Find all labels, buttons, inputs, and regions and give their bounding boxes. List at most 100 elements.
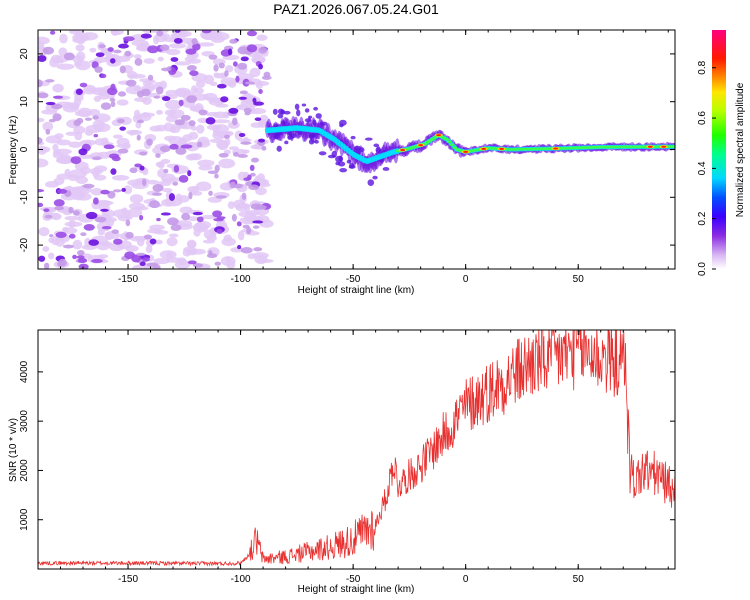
noise-blob [134, 58, 143, 66]
noise-blob [51, 103, 63, 110]
noise-blob [237, 245, 242, 250]
noise-blob [38, 117, 45, 123]
noise-blob [232, 61, 238, 67]
signal-blob [304, 118, 312, 123]
noise-blob [48, 252, 55, 260]
signal-peak [553, 147, 559, 150]
noise-blob [127, 207, 143, 218]
signal-blob [358, 147, 365, 153]
snr-y-tick-label: 4000 [19, 360, 30, 383]
noise-blob [143, 58, 155, 64]
noise-blob [223, 134, 230, 139]
noise-blob [75, 88, 83, 95]
noise-blob [124, 251, 136, 260]
noise-blob [179, 206, 193, 214]
noise-blob [178, 175, 189, 183]
noise-blob [249, 164, 255, 171]
noise-blob [67, 174, 79, 182]
noise-blob [111, 229, 119, 234]
noise-blob [127, 73, 146, 79]
noise-blob [170, 57, 179, 62]
noise-blob [227, 201, 235, 210]
noise-blob [174, 30, 181, 33]
noise-blob [155, 86, 164, 95]
noise-blob [169, 143, 179, 150]
noise-blob [155, 161, 164, 168]
noise-blob [149, 125, 162, 132]
noise-blob [195, 80, 206, 88]
colorbar-tick-label: 0.4 [697, 161, 708, 175]
noise-blob [238, 132, 246, 137]
snr-panel: -150 -100 -50 0 50 1000 2000 3000 4000 Height of… [8, 329, 676, 595]
snr-x-tick-label: 0 [463, 574, 469, 585]
noise-blob [73, 61, 82, 67]
noise-blob [216, 83, 227, 89]
noise-blob [166, 251, 173, 260]
noise-blob [177, 257, 186, 263]
noise-blob [186, 95, 198, 104]
noise-blob [83, 224, 95, 231]
signal-blob [313, 106, 319, 111]
noise-blob [161, 187, 173, 193]
noise-blob [42, 246, 50, 252]
noise-blob [147, 74, 154, 81]
noise-blob [145, 244, 153, 254]
noise-blob [213, 64, 219, 72]
noise-blob [102, 213, 111, 218]
noise-blob [261, 145, 267, 151]
noise-blob [55, 231, 67, 238]
signal-peak [661, 145, 667, 148]
noise-blob [38, 79, 43, 88]
snr-x-tick-label: -100 [231, 574, 251, 585]
noise-blob [51, 213, 62, 221]
noise-blob [240, 56, 249, 62]
noise-blob [73, 125, 86, 135]
noise-blob [123, 36, 135, 42]
noise-blob [88, 239, 99, 246]
noise-blob [38, 92, 49, 99]
noise-blob [141, 178, 147, 187]
noise-blob [123, 185, 133, 195]
noise-blob [110, 100, 116, 108]
colorbar-tick-label: 0.2 [697, 211, 708, 225]
noise-blob [100, 208, 109, 212]
noise-blob [119, 126, 126, 131]
noise-blob [136, 90, 145, 98]
noise-blob [136, 252, 146, 256]
noise-blob [45, 79, 55, 83]
noise-blob [239, 217, 251, 223]
spectrogram-x-tick-label: -100 [231, 274, 251, 285]
noise-blob [72, 33, 90, 43]
noise-blob [168, 193, 176, 201]
noise-blob [218, 62, 225, 69]
noise-blob [146, 138, 153, 146]
noise-blob [174, 61, 192, 66]
noise-blob [109, 97, 116, 102]
noise-blob [198, 165, 213, 171]
noise-blob [63, 52, 75, 61]
noise-blob [92, 119, 105, 130]
noise-blob [117, 148, 129, 154]
signal-blob [287, 135, 294, 140]
noise-blob [72, 210, 80, 216]
noise-blob [231, 213, 237, 222]
noise-blob [201, 34, 212, 39]
noise-blob [107, 47, 114, 52]
noise-blob [228, 107, 239, 114]
noise-blob [213, 72, 220, 77]
noise-blob [45, 135, 62, 144]
noise-blob [56, 63, 75, 70]
noise-blob [161, 67, 172, 72]
noise-blob [38, 188, 45, 193]
noise-blob [229, 38, 238, 44]
signal-blob [373, 143, 380, 148]
signal-blob [339, 167, 348, 173]
noise-blob [212, 131, 226, 140]
noise-blob [169, 126, 176, 133]
noise-blob [116, 99, 129, 106]
noise-blob [84, 237, 92, 247]
noise-blob [195, 181, 212, 192]
signal-blob [372, 175, 378, 180]
noise-blob [188, 120, 196, 127]
noise-blob [155, 153, 161, 158]
